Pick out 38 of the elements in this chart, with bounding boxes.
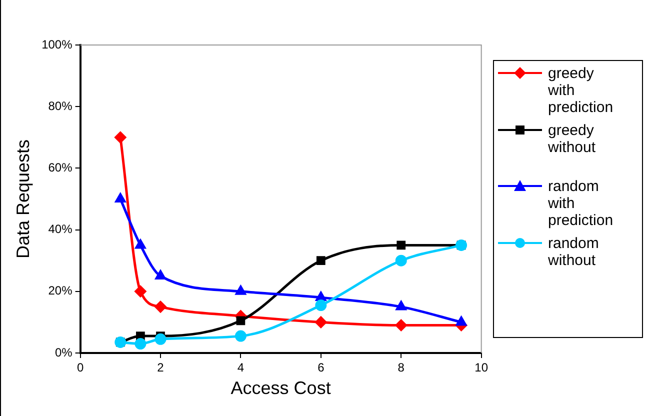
- x-axis-title: Access Cost: [230, 378, 331, 398]
- y-axis-title: Data Requests: [12, 139, 33, 259]
- point: [154, 301, 166, 313]
- y-tick-label: 20%: [48, 284, 73, 298]
- point: [396, 301, 406, 310]
- y-tick-label: 100%: [42, 37, 73, 52]
- y-tick-label: 40%: [48, 222, 73, 236]
- y-tick-label: 80%: [48, 98, 73, 113]
- point: [135, 239, 146, 249]
- point: [236, 286, 246, 295]
- point: [234, 330, 246, 342]
- x-tick-label: 2: [157, 360, 164, 375]
- point: [456, 316, 466, 326]
- point: [396, 240, 406, 250]
- x-tick-label: 8: [398, 360, 405, 375]
- legend-label: random with prediction: [548, 178, 614, 229]
- point: [154, 333, 166, 345]
- point: [134, 338, 146, 350]
- y-tick-label: 60%: [48, 160, 73, 175]
- point: [395, 254, 407, 266]
- x-tick-label: 0: [76, 360, 84, 375]
- legend-label: random without: [548, 235, 600, 269]
- point: [236, 316, 246, 326]
- point: [114, 132, 126, 144]
- point: [395, 320, 407, 332]
- point: [134, 286, 146, 298]
- point: [115, 193, 126, 202]
- point: [155, 270, 166, 280]
- x-tick-label: 10: [474, 360, 488, 375]
- point: [316, 256, 326, 266]
- point: [315, 300, 327, 312]
- x-tick-label: 6: [318, 360, 325, 375]
- y-tick-label: 0%: [54, 345, 73, 360]
- point: [315, 316, 327, 328]
- legend-label: greedy with prediction: [548, 65, 614, 116]
- point: [316, 292, 326, 302]
- legend-label: greedy without: [548, 122, 597, 156]
- x-tick-label: 4: [237, 360, 244, 375]
